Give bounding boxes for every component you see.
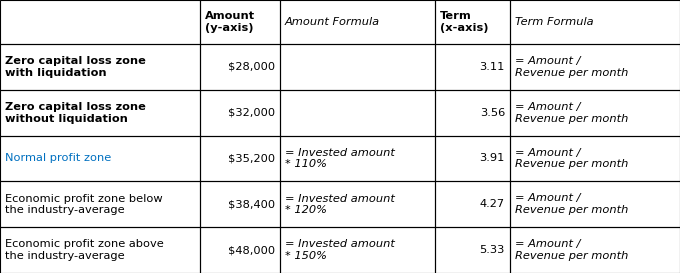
Bar xyxy=(280,227,435,273)
Bar xyxy=(0,0,200,44)
Text: 3.56: 3.56 xyxy=(480,108,505,118)
Text: = Amount /
Revenue per month: = Amount / Revenue per month xyxy=(515,194,628,215)
Text: Economic profit zone below
the industry-average: Economic profit zone below the industry-… xyxy=(5,194,163,215)
Bar xyxy=(435,136,510,181)
Bar xyxy=(435,0,510,44)
Text: $28,000: $28,000 xyxy=(228,62,275,72)
Bar xyxy=(200,136,280,181)
Text: $38,400: $38,400 xyxy=(228,199,275,209)
Text: 4.27: 4.27 xyxy=(480,199,505,209)
Bar xyxy=(0,90,200,136)
Text: = Amount /
Revenue per month: = Amount / Revenue per month xyxy=(515,239,628,261)
Text: Zero capital loss zone
with liquidation: Zero capital loss zone with liquidation xyxy=(5,56,146,78)
Bar xyxy=(510,136,680,181)
Text: $35,200: $35,200 xyxy=(228,153,275,164)
Text: = Invested amount
* 120%: = Invested amount * 120% xyxy=(285,194,395,215)
Text: Term
(x-axis): Term (x-axis) xyxy=(440,11,488,33)
Text: $48,000: $48,000 xyxy=(228,245,275,255)
Bar xyxy=(200,227,280,273)
Text: = Invested amount
* 110%: = Invested amount * 110% xyxy=(285,148,395,169)
Text: Amount
(y-axis): Amount (y-axis) xyxy=(205,11,255,33)
Text: 3.91: 3.91 xyxy=(479,153,505,164)
Bar xyxy=(510,44,680,90)
Text: Amount Formula: Amount Formula xyxy=(285,17,380,27)
Bar xyxy=(280,44,435,90)
Text: = Amount /
Revenue per month: = Amount / Revenue per month xyxy=(515,148,628,169)
Bar xyxy=(0,136,200,181)
Bar xyxy=(280,181,435,227)
Bar xyxy=(0,227,200,273)
Bar xyxy=(200,44,280,90)
Text: Normal profit zone: Normal profit zone xyxy=(5,153,112,164)
Bar xyxy=(510,0,680,44)
Bar xyxy=(435,181,510,227)
Bar xyxy=(280,90,435,136)
Bar xyxy=(0,44,200,90)
Text: $32,000: $32,000 xyxy=(228,108,275,118)
Bar xyxy=(510,181,680,227)
Bar xyxy=(280,136,435,181)
Bar xyxy=(280,0,435,44)
Text: = Amount /
Revenue per month: = Amount / Revenue per month xyxy=(515,56,628,78)
Text: Term Formula: Term Formula xyxy=(515,17,594,27)
Text: = Amount /
Revenue per month: = Amount / Revenue per month xyxy=(515,102,628,123)
Bar xyxy=(510,90,680,136)
Text: 3.11: 3.11 xyxy=(479,62,505,72)
Bar xyxy=(435,44,510,90)
Bar xyxy=(435,227,510,273)
Bar xyxy=(200,181,280,227)
Bar xyxy=(510,227,680,273)
Text: Zero capital loss zone
without liquidation: Zero capital loss zone without liquidati… xyxy=(5,102,146,123)
Text: 5.33: 5.33 xyxy=(479,245,505,255)
Bar xyxy=(435,90,510,136)
Text: Economic profit zone above
the industry-average: Economic profit zone above the industry-… xyxy=(5,239,164,261)
Bar xyxy=(200,0,280,44)
Bar xyxy=(0,181,200,227)
Bar xyxy=(200,90,280,136)
Text: = Invested amount
* 150%: = Invested amount * 150% xyxy=(285,239,395,261)
